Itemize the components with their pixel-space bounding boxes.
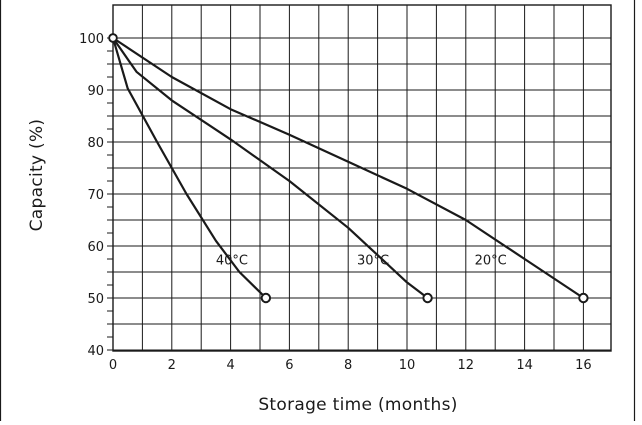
series-end-marker [422, 292, 433, 304]
series-line [112, 37, 585, 299]
x-tick-label: 12 [458, 358, 475, 373]
plot-area-border [112, 4, 612, 352]
y-tick-label: 40 [87, 344, 104, 359]
y-tick-label: 80 [87, 136, 104, 151]
x-axis-title: Storage time (months) [258, 395, 457, 415]
x-tick-label: 0 [109, 358, 117, 373]
x-tick-label: 16 [575, 358, 592, 373]
series-line [112, 37, 429, 299]
y-tick-label: 90 [87, 84, 104, 99]
series-label: 30°C [357, 254, 389, 269]
y-axis-title: Capacity (%) [27, 119, 47, 232]
series-end-marker [578, 292, 589, 304]
series-end-marker [260, 292, 272, 304]
y-tick-label: 70 [87, 188, 104, 203]
x-tick-label: 8 [344, 358, 352, 373]
series-start-marker [108, 33, 118, 43]
y-tick-label: 60 [87, 240, 104, 255]
series-line [111, 37, 267, 299]
x-tick-label: 6 [285, 358, 293, 373]
x-tick-label: 14 [516, 358, 533, 373]
x-tick-label: 2 [168, 358, 176, 373]
y-tick-label: 100 [79, 32, 104, 47]
y-tick-label: 50 [87, 292, 104, 307]
x-tick-label: 10 [399, 358, 416, 373]
series-label: 40°C [216, 254, 248, 269]
series-label: 20°C [475, 254, 507, 269]
x-tick-label: 4 [226, 358, 234, 373]
